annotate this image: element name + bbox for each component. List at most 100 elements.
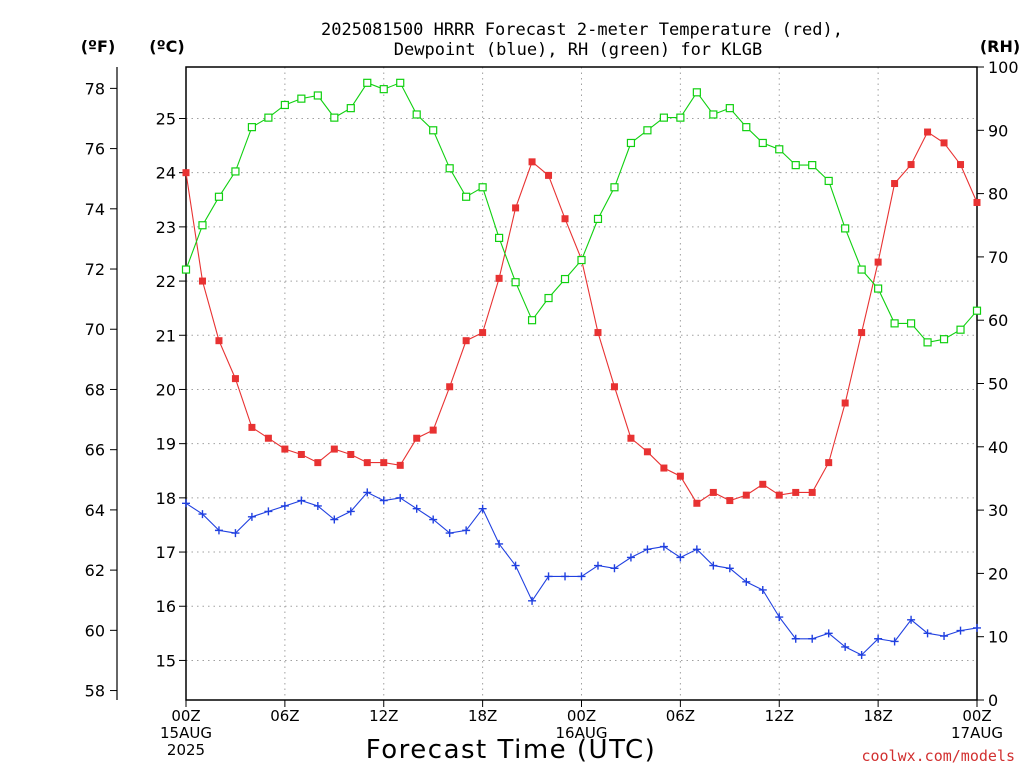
rh-tick-label: 90	[988, 121, 1008, 140]
rh-point	[775, 145, 784, 154]
temperature-point	[858, 329, 866, 337]
rh-point	[939, 335, 949, 344]
temperature-point	[182, 169, 190, 177]
rh-point	[676, 113, 685, 122]
time-tick-label: 2025	[167, 741, 205, 759]
rh-point	[544, 293, 553, 303]
celsius-tick-label: 18	[156, 489, 176, 508]
rh-point	[857, 265, 866, 274]
celsius-tick-label: 23	[156, 218, 176, 237]
dewpoint-point	[676, 553, 685, 562]
time-tick-label: 06Z	[270, 707, 299, 725]
dewpoint-point	[610, 564, 619, 573]
temperature-point	[676, 472, 684, 480]
dewpoint-point	[346, 507, 355, 516]
fahrenheit-tick-label: 74	[85, 200, 105, 219]
rh-point	[280, 100, 289, 110]
rh-point	[692, 88, 701, 97]
temperature-point	[808, 488, 816, 496]
celsius-tick-label: 24	[156, 164, 176, 183]
temperature-point	[512, 204, 520, 212]
rh-point	[742, 123, 751, 132]
dewpoint-point	[890, 637, 899, 646]
x-axis-label: Forecast Time (UTC)	[366, 735, 657, 765]
rh-point	[577, 255, 586, 265]
axes: 58 60 62 64 66 68 70 72 74 76 78 15 16 17 18 19 20 21 22 23…	[85, 58, 1019, 759]
time-tick-label: 18Z	[468, 707, 497, 725]
time-tick-label: 15AUG	[160, 724, 212, 742]
dewpoint-point	[396, 493, 405, 502]
dewpoint-point	[857, 651, 866, 660]
rh-point	[972, 306, 982, 315]
dewpoint-point	[725, 564, 734, 573]
dewpoint-point	[412, 504, 421, 513]
fahrenheit-unit-label: (ºF)	[81, 37, 116, 56]
time-tick-label: 17AUG	[951, 724, 1003, 742]
rh-point	[758, 138, 767, 148]
celsius-tick-label: 25	[156, 109, 176, 128]
temperature-point	[413, 434, 421, 442]
dewpoint-point	[264, 507, 273, 516]
rh-point	[527, 316, 537, 325]
celsius-tick-label: 15	[156, 651, 176, 670]
time-tick-label: 18Z	[863, 707, 892, 725]
dewpoint-point	[742, 577, 751, 586]
temperature-point	[726, 497, 734, 505]
chart-title-line-1: 2025081500 HRRR Forecast 2-meter Tempera…	[321, 20, 843, 40]
rh-point	[247, 123, 257, 132]
temperature-point	[545, 171, 553, 179]
celsius-unit-label: (ºC)	[149, 37, 184, 56]
temperature-point	[874, 258, 882, 266]
dewpoint-point	[462, 526, 471, 535]
celsius-tick-label: 16	[156, 597, 176, 616]
rh-point	[560, 274, 570, 284]
rh-point	[626, 138, 636, 148]
dewpoint-point	[808, 634, 817, 643]
rh-point	[874, 284, 883, 293]
rh-point	[808, 161, 817, 170]
rh-point	[478, 183, 487, 192]
rh-point	[214, 192, 224, 201]
dewpoint-point	[775, 613, 784, 622]
temperature-point	[759, 480, 767, 488]
credit-text: coolwx.com/models	[861, 747, 1015, 765]
dewpoint-point	[363, 488, 372, 497]
dewpoint-point	[923, 629, 932, 638]
fahrenheit-tick-label: 76	[85, 140, 105, 159]
temperature-point	[264, 434, 272, 442]
temperature-point	[891, 180, 899, 188]
dewpoint-point	[429, 515, 438, 524]
rh-tick-label: 40	[988, 438, 1008, 457]
dewpoint-point	[940, 632, 949, 641]
rh-point	[841, 224, 850, 233]
fahrenheit-tick-label: 72	[85, 260, 105, 279]
temperature-point	[907, 161, 915, 169]
rh-point	[956, 325, 965, 334]
rh-point	[264, 113, 273, 122]
fahrenheit-tick-label: 66	[85, 441, 105, 460]
rh-point	[495, 233, 504, 243]
rh-point	[923, 338, 932, 347]
temperature-point	[281, 445, 289, 453]
rh-tick-label: 50	[988, 375, 1008, 394]
rh-point	[429, 126, 438, 135]
dewpoint-point	[379, 496, 388, 505]
rh-tick-label: 30	[988, 501, 1008, 520]
dewpoint-point	[528, 596, 537, 605]
dewpoint-point	[973, 623, 981, 632]
rh-point	[593, 214, 603, 224]
rh-point	[198, 221, 207, 230]
temperature-point	[528, 158, 536, 166]
dewpoint-point	[445, 529, 454, 538]
temperature-point	[380, 459, 388, 467]
temperature-point	[924, 128, 932, 136]
temperature-point	[215, 337, 223, 345]
temperature-point	[627, 434, 635, 442]
temperature-point	[479, 329, 487, 337]
rh-point	[906, 319, 916, 328]
rh-point	[890, 319, 899, 328]
temperature-point	[660, 464, 668, 472]
dewpoint-point	[478, 504, 487, 513]
time-tick-label: 00Z	[171, 707, 200, 725]
